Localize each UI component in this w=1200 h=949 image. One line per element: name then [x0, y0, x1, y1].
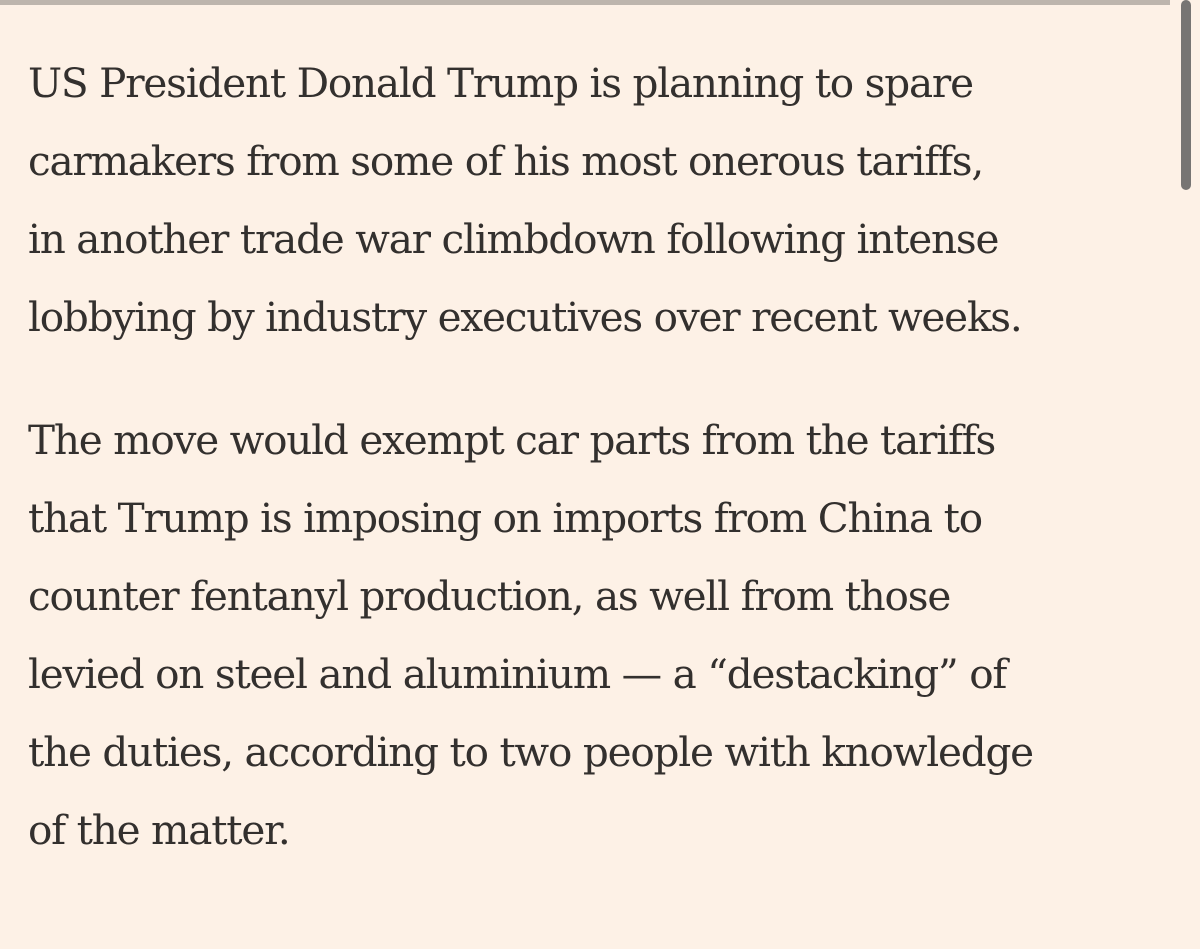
paragraph-1-line-4: lobbying by industry executives over rec… [28, 293, 1023, 341]
top-divider [0, 0, 1170, 5]
paragraph-2-line-6: of the matter. [28, 806, 291, 854]
vertical-scrollbar[interactable] [1181, 0, 1191, 190]
paragraph-2-line-1: The move would exempt car parts from the… [28, 416, 996, 464]
paragraph-2-line-3: counter fentanyl production, as well fro… [28, 572, 951, 620]
article-paragraph-2: The move would exempt car parts from the… [28, 401, 1178, 869]
paragraph-2-line-5: the duties, according to two people with… [28, 728, 1034, 776]
paragraph-2-line-4: levied on steel and aluminium — a “desta… [28, 650, 1007, 698]
paragraph-2-line-2: that Trump is imposing on imports from C… [28, 494, 983, 542]
paragraph-1-line-1: US President Donald Trump is planning to… [28, 59, 974, 107]
article-paragraph-1: US President Donald Trump is planning to… [28, 44, 1178, 356]
paragraph-1-line-2: carmakers from some of his most onerous … [28, 137, 984, 185]
paragraph-1-line-3: in another trade war climbdown following… [28, 215, 999, 263]
article-body: US President Donald Trump is planning to… [28, 44, 1178, 914]
